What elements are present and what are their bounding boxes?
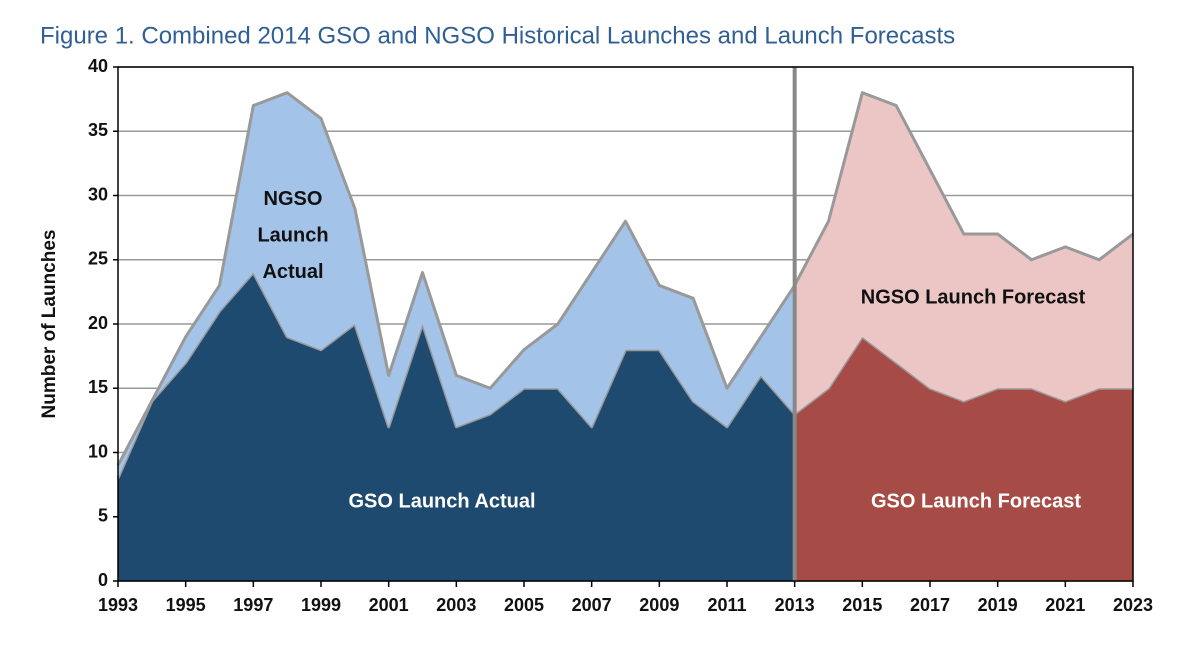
x-tick-label: 2003 [436,595,476,615]
x-tick-label: 2019 [978,595,1018,615]
y-tick-label: 10 [88,441,108,461]
y-tick-label: 20 [88,313,108,333]
x-tick-label: 2005 [504,595,544,615]
x-tick-label: 1999 [301,595,341,615]
y-tick-label: 25 [88,249,108,269]
x-tick-label: 2021 [1045,595,1085,615]
x-tick-label: 2009 [639,595,679,615]
y-tick-label: 5 [98,506,108,526]
area-label-line: Launch [257,225,328,247]
area-outline [116,91,796,467]
x-tick-label: 2011 [707,595,746,615]
y-tick-label: 0 [98,570,108,590]
chart-title: Figure 1. Combined 2014 GSO and NGSO His… [40,22,955,49]
x-tick-label: 1995 [166,595,206,615]
y-axis-label: Number of Launches [39,230,60,419]
x-tick-label: 2017 [910,595,950,615]
area [794,92,1133,414]
x-tick-label: 2015 [842,595,882,615]
y-tick-label: 30 [88,184,108,204]
area [794,336,1133,581]
area-label: NGSO Launch Actual [257,188,328,283]
y-tick-label: 40 [88,56,108,76]
area [118,92,795,479]
x-tick-label: 2007 [572,595,612,615]
area-label: GSO Launch Actual [348,490,535,512]
y-tick-label: 15 [88,377,108,397]
x-tick-label: 2023 [1113,595,1153,615]
area-label-line: Actual [262,261,323,283]
x-tick-label: 1993 [98,595,138,615]
plot-frame [117,66,1134,582]
area-outline [793,91,1134,287]
area-label: NGSO Launch Forecast [861,286,1086,308]
y-tick-label: 35 [88,120,108,140]
area-label-line: NGSO [264,188,323,210]
x-tick-label: 2013 [775,595,815,615]
x-tick-label: 1997 [233,595,273,615]
x-tick-label: 2001 [369,595,409,615]
area-label: GSO Launch Forecast [871,490,1081,512]
